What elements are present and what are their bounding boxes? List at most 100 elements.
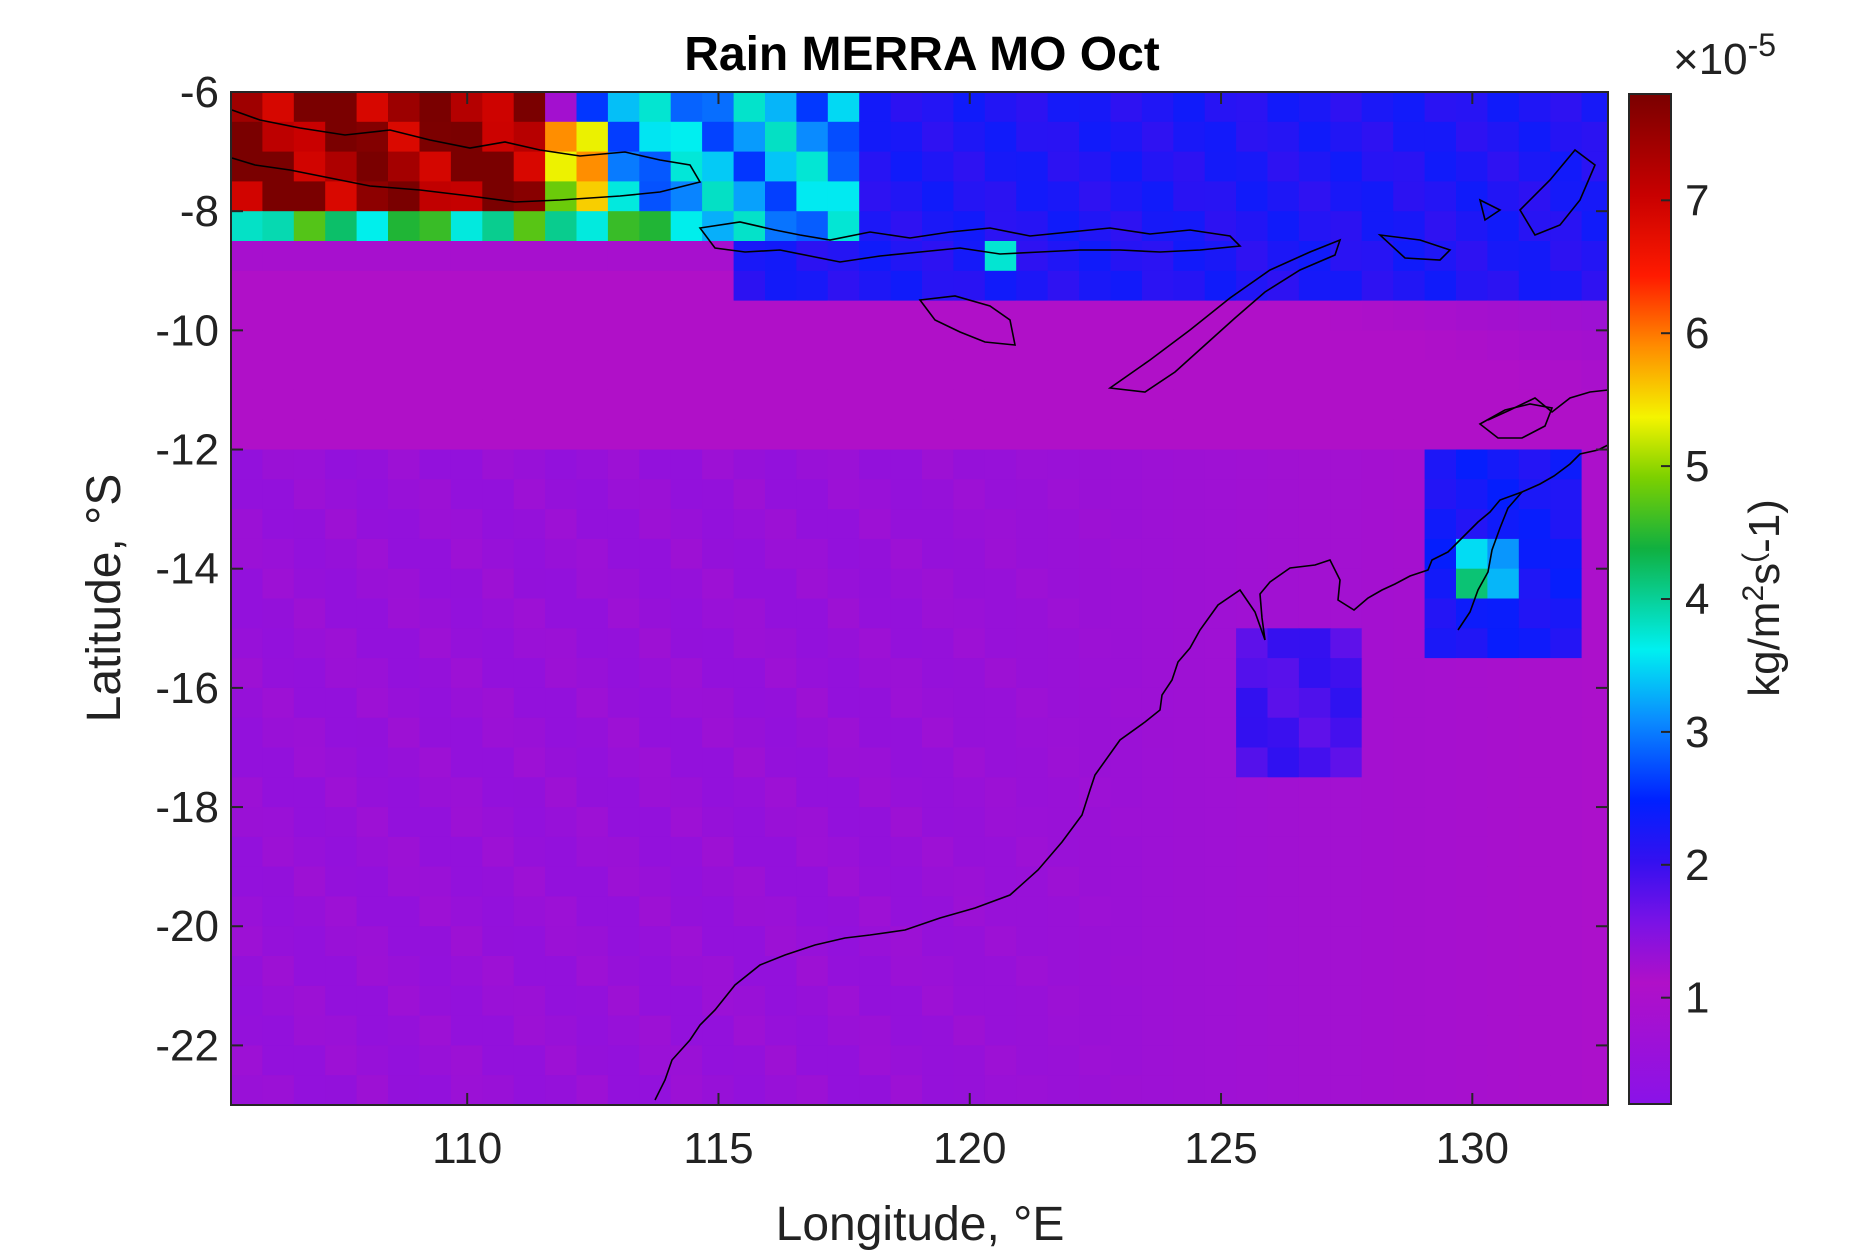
heatmap-cell — [1079, 389, 1112, 421]
heatmap-cell — [1581, 92, 1609, 123]
heatmap-cell — [388, 717, 420, 749]
heatmap-cell — [859, 956, 892, 987]
heatmap-cell — [922, 866, 954, 897]
heatmap-cell — [450, 419, 483, 451]
heatmap-cell — [1079, 1075, 1112, 1106]
heatmap-cell — [1518, 866, 1551, 897]
heatmap-cell — [1487, 985, 1520, 1017]
heatmap-cell — [607, 896, 640, 927]
heatmap-cell — [356, 509, 389, 540]
heatmap-cell — [765, 241, 797, 272]
heatmap-cell — [1141, 747, 1174, 778]
heatmap-cell — [231, 836, 263, 868]
heatmap-cell — [1110, 717, 1143, 749]
heatmap-cell — [702, 628, 735, 659]
heatmap-cell — [607, 956, 640, 987]
heatmap-cell — [513, 360, 546, 391]
heatmap-cell — [293, 92, 326, 123]
heatmap-cell — [513, 628, 546, 659]
heatmap-cell — [984, 985, 1017, 1017]
x-tick-label: 115 — [683, 1124, 753, 1173]
heatmap-cell — [576, 330, 609, 361]
heatmap-cell — [356, 300, 389, 331]
heatmap-cell — [388, 896, 420, 927]
heatmap-cell — [827, 866, 860, 897]
coastline-timor — [1107, 238, 1342, 393]
heatmap-cell — [702, 509, 735, 540]
heatmap-cell — [1079, 717, 1112, 749]
heatmap-cell — [733, 658, 766, 689]
heatmap-cell — [1424, 926, 1457, 957]
heatmap-cell — [1487, 92, 1520, 123]
heatmap-cell — [1267, 360, 1300, 391]
heatmap-cell — [576, 389, 609, 421]
heatmap-cell — [1141, 896, 1174, 927]
heatmap-cell — [827, 330, 860, 361]
heatmap-cell — [1298, 300, 1331, 331]
heatmap-cell — [922, 92, 954, 123]
heatmap-cell — [922, 389, 954, 421]
heatmap-cell — [1361, 926, 1394, 957]
heatmap-cell — [1079, 866, 1112, 897]
heatmap-cell — [859, 151, 892, 182]
heatmap-cell — [953, 151, 986, 182]
heatmap-cell — [356, 479, 389, 510]
heatmap-cell — [1361, 717, 1394, 749]
heatmap-cell — [890, 300, 923, 331]
heatmap-cell — [325, 717, 358, 749]
heatmap-cell — [482, 121, 515, 153]
heatmap-cell — [922, 121, 954, 153]
heatmap-cell — [1173, 598, 1206, 629]
heatmap-cell — [545, 658, 578, 689]
heatmap-cell — [1298, 717, 1331, 749]
heatmap-cell — [1016, 509, 1049, 540]
colorbar-exponent-power: -5 — [1748, 27, 1776, 63]
heatmap-cell — [953, 956, 986, 987]
heatmap-cell — [984, 389, 1017, 421]
heatmap-cell — [419, 538, 452, 570]
heatmap-cell — [419, 211, 452, 242]
heatmap-cell — [356, 241, 389, 272]
heatmap-cell — [576, 479, 609, 510]
heatmap-cell — [1141, 807, 1174, 838]
heatmap-cell — [1173, 389, 1206, 421]
heatmap-cell — [765, 538, 797, 570]
heatmap-cell — [733, 270, 766, 302]
heatmap-cell — [1298, 1045, 1331, 1076]
heatmap-cell — [1079, 807, 1112, 838]
heatmap-cell — [1016, 92, 1049, 123]
heatmap-cell — [1173, 151, 1206, 182]
heatmap-cell — [1267, 479, 1300, 510]
heatmap-cell — [388, 1045, 420, 1076]
heatmap-cell — [231, 389, 263, 421]
heatmap-cell — [702, 270, 735, 302]
heatmap-cell — [388, 151, 420, 182]
heatmap-cell — [1267, 926, 1300, 957]
heatmap-cell — [1487, 389, 1520, 421]
heatmap-cell — [1330, 419, 1363, 451]
heatmap-cell — [1393, 449, 1426, 480]
heatmap-cell — [1424, 717, 1457, 749]
heatmap-cell — [513, 717, 546, 749]
heatmap-cell — [262, 926, 295, 957]
heatmap-cell — [419, 92, 452, 123]
heatmap-cell — [482, 419, 515, 451]
heatmap-cell — [1236, 211, 1269, 242]
heatmap-cell — [1141, 687, 1174, 719]
heatmap-cell — [827, 270, 860, 302]
heatmap-cell — [702, 538, 735, 570]
heatmap-cell — [1298, 926, 1331, 957]
heatmap-cell — [231, 896, 263, 927]
heatmap-cell — [1581, 985, 1609, 1017]
heatmap-cell — [1298, 211, 1331, 242]
heatmap-cell — [827, 419, 860, 451]
heatmap-cell — [545, 687, 578, 719]
heatmap-cell — [513, 836, 546, 868]
heatmap-cell — [639, 866, 672, 897]
heatmap-cell — [419, 330, 452, 361]
heatmap-cell — [639, 926, 672, 957]
heatmap-cell — [607, 598, 640, 629]
heatmap-cell — [702, 807, 735, 838]
heatmap-cell — [1581, 956, 1609, 987]
colorbar-ticks: 1 2 3 4 5 6 7 — [1661, 176, 1709, 1023]
